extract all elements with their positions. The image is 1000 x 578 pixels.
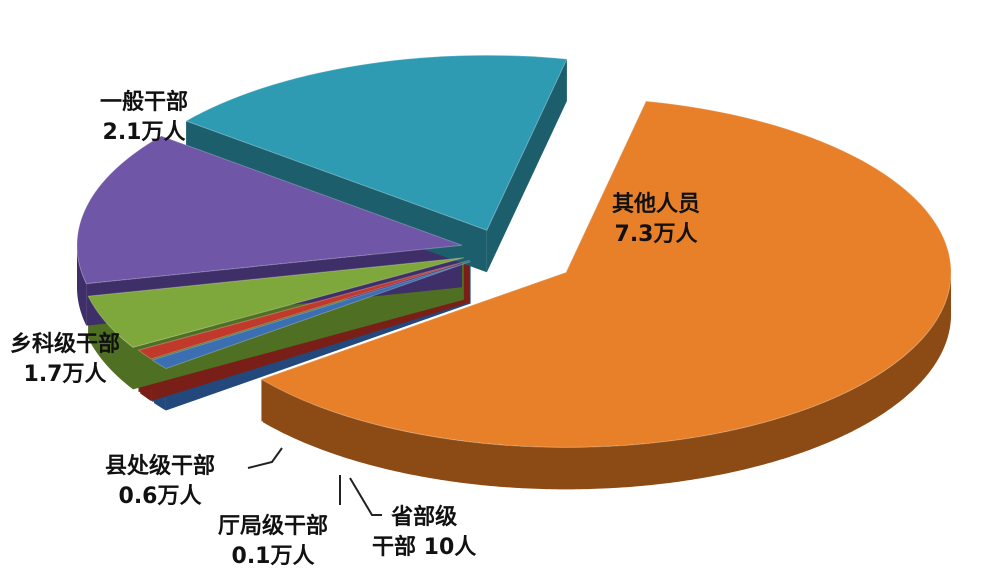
label-general-name: 一般干部 [100,90,189,115]
label-county-name: 县处级干部 [105,454,216,479]
label-township: 乡科级干部 1.7万人 [10,330,120,390]
label-ministerial: 省部级 干部 10人 [372,503,476,563]
label-other: 其他人员 7.3万人 [612,190,700,250]
label-bureau-name: 厅局级干部 [218,514,329,539]
label-other-name: 其他人员 [612,192,701,217]
slice-outer-wall-other [262,273,952,490]
label-bureau-value: 0.1万人 [231,544,315,569]
label-ministerial-value: 干部 10人 [372,535,477,560]
slice-ministerial [151,261,471,370]
label-ministerial-name: 省部级 [391,505,458,530]
label-county: 县处级干部 0.6万人 [105,452,215,512]
label-general-value: 2.1万人 [102,120,186,145]
slice-county [87,257,464,348]
slice-other [260,100,952,448]
label-general: 一般干部 2.1万人 [100,88,188,148]
slice-general [184,54,568,231]
slice-bureau [137,260,470,360]
slice-outer-wall-township [76,245,87,326]
leader-ministerial [349,477,382,516]
label-township-value: 1.7万人 [23,362,107,387]
label-other-value: 7.3万人 [614,222,698,247]
leader-county [247,447,283,469]
slice-township [76,135,463,285]
label-county-value: 0.6万人 [118,484,202,509]
slice-radial-wall-general [486,59,567,273]
label-township-name: 乡科级干部 [10,332,121,357]
label-bureau: 厅局级干部 0.1万人 [218,512,328,572]
